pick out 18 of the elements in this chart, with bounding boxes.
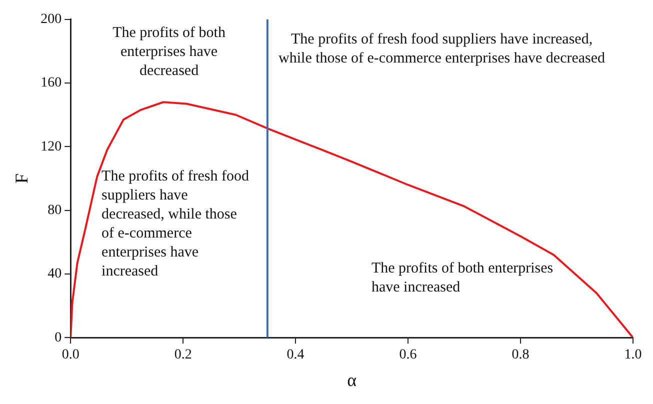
- annotation: The profits of fresh food suppliers have increased, while those of e-commerce enterprises have decreased: [278, 32, 606, 67]
- x-tick-label: 0.0: [62, 348, 80, 363]
- x-tick-label: 0.4: [286, 348, 304, 363]
- annotation: The profits of fresh food suppliers have decreased, while those of e-commerce enterprises have increased: [102, 168, 250, 280]
- y-tick-label: 200: [40, 12, 62, 28]
- x-tick-label: 0.2: [174, 348, 192, 363]
- y-tick-label: 120: [40, 139, 62, 154]
- y-tick-label: 160: [40, 76, 62, 91]
- x-axis-title: α: [347, 370, 358, 390]
- x-tick-label: 0.6: [399, 348, 417, 363]
- x-tick-label: 0.8: [512, 348, 530, 363]
- y-tick-label: 40: [48, 266, 62, 282]
- y-tick-label: 0: [54, 330, 62, 346]
- annotation: The profits of both enterprises have increased: [371, 260, 554, 296]
- y-tick-label: 80: [48, 202, 62, 218]
- y-axis-title: F: [12, 173, 32, 184]
- annotation: The profits of both enterprises have decreased: [112, 25, 226, 80]
- x-tick-label: 1.0: [624, 348, 642, 363]
